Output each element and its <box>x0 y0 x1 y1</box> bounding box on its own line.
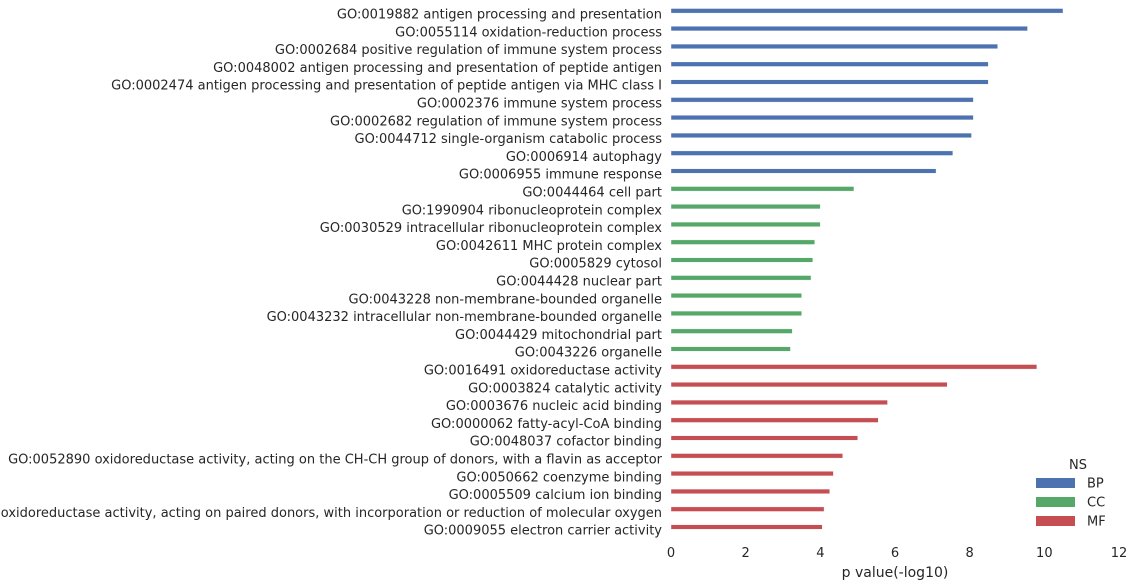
bar-bp <box>670 43 998 49</box>
bar-bp <box>670 115 974 121</box>
x-tick-label: 10 <box>1036 546 1053 561</box>
bars <box>670 8 1064 530</box>
legend-title: NS <box>1069 458 1087 473</box>
x-axis: 0 2 4 6 8 10 12 <box>667 546 1127 561</box>
x-axis-title: p value(-log10) <box>842 565 949 581</box>
category-label: GO:0003824 catalytic activity <box>468 381 662 396</box>
category-label: GO:0016705 oxidoreductase activity, acti… <box>0 506 662 521</box>
category-label: GO:0044712 single-organism catabolic pro… <box>355 132 663 147</box>
bar-cc <box>670 204 821 210</box>
category-label: GO:0044464 cell part <box>522 186 662 201</box>
category-label: GO:0006955 immune response <box>459 168 662 183</box>
bar-cc <box>670 257 814 263</box>
category-label: GO:1990904 ribonucleoprotein complex <box>402 203 663 218</box>
category-label: GO:0044429 mitochondrial part <box>455 328 662 343</box>
bar-cc <box>670 186 855 192</box>
bar-mf <box>670 488 830 494</box>
category-label: GO:0005509 calcium ion binding <box>449 488 662 503</box>
bar-mf <box>670 524 823 530</box>
category-label: GO:0006914 autophagy <box>506 150 662 165</box>
bar-cc <box>670 221 821 227</box>
category-label: GO:0048037 cofactor binding <box>470 435 662 450</box>
category-label: GO:0002376 immune system process <box>417 97 662 112</box>
bar-bp <box>670 132 972 138</box>
bar-cc <box>670 275 812 281</box>
category-label: GO:0005829 cytosol <box>529 257 662 272</box>
category-label: GO:0002682 regulation of immune system p… <box>330 114 662 129</box>
x-tick-label: 6 <box>891 546 899 561</box>
bar-bp <box>670 168 937 174</box>
bar-bp <box>670 26 1028 32</box>
category-label: GO:0050662 coenzyme binding <box>456 470 662 485</box>
bar-mf <box>670 364 1038 370</box>
bar-cc <box>670 293 802 299</box>
bar-cc <box>670 239 815 245</box>
category-label: GO:0019882 antigen processing and presen… <box>337 8 662 23</box>
bar-mf <box>670 471 834 477</box>
legend-label-mf: MF <box>1087 515 1106 530</box>
bar-mf <box>670 506 825 512</box>
category-labels: GO:0019882 antigen processing and presen… <box>0 8 663 539</box>
category-label: GO:0002684 positive regulation of immune… <box>275 43 662 58</box>
bar-cc <box>670 346 791 352</box>
legend-swatch-cc <box>1036 497 1075 507</box>
bar-mf <box>670 435 858 441</box>
bar-bp <box>670 150 954 156</box>
x-tick-label: 2 <box>742 546 750 561</box>
x-tick-label: 0 <box>667 546 675 561</box>
category-label: GO:0043228 non-membrane-bounded organell… <box>349 292 663 307</box>
bar-mf <box>670 399 888 405</box>
x-tick-label: 12 <box>1111 546 1128 561</box>
category-label: GO:0043226 organelle <box>515 346 662 361</box>
bar-bp <box>670 61 989 67</box>
x-tick-label: 8 <box>966 546 974 561</box>
category-label: GO:0002474 antigen processing and presen… <box>111 79 662 94</box>
bar-bp <box>670 8 1064 14</box>
category-label: GO:0042611 MHC protein complex <box>436 239 662 254</box>
category-label: GO:0009055 electron carrier activity <box>424 524 663 539</box>
category-label: GO:0048002 antigen processing and presen… <box>213 61 662 76</box>
legend-label-cc: CC <box>1087 496 1105 511</box>
category-label: GO:0044428 nuclear part <box>496 275 662 290</box>
category-label: GO:0055114 oxidation-reduction process <box>395 25 662 40</box>
bar-mf <box>670 382 948 388</box>
category-label: GO:0003676 nucleic acid binding <box>446 399 662 414</box>
category-label: GO:0030529 intracellular ribonucleoprote… <box>320 221 663 236</box>
bar-mf <box>670 453 843 459</box>
bar-cc <box>670 328 793 334</box>
category-label: GO:0052890 oxidoreductase activity, acti… <box>8 453 663 468</box>
x-tick-label: 4 <box>816 546 824 561</box>
category-label: GO:0000062 fatty-acyl-CoA binding <box>431 417 662 432</box>
bar-bp <box>670 97 974 103</box>
bar-bp <box>670 79 989 85</box>
legend-label-bp: BP <box>1087 477 1104 492</box>
legend-swatch-bp <box>1036 478 1075 488</box>
bar-mf <box>670 417 879 423</box>
category-label: GO:0016491 oxidoreductase activity <box>424 364 662 379</box>
bar-cc <box>670 310 802 316</box>
category-label: GO:0043232 intracellular non-membrane-bo… <box>267 310 662 325</box>
legend: NS BP CC MF <box>1036 458 1106 530</box>
legend-swatch-mf <box>1036 516 1075 526</box>
